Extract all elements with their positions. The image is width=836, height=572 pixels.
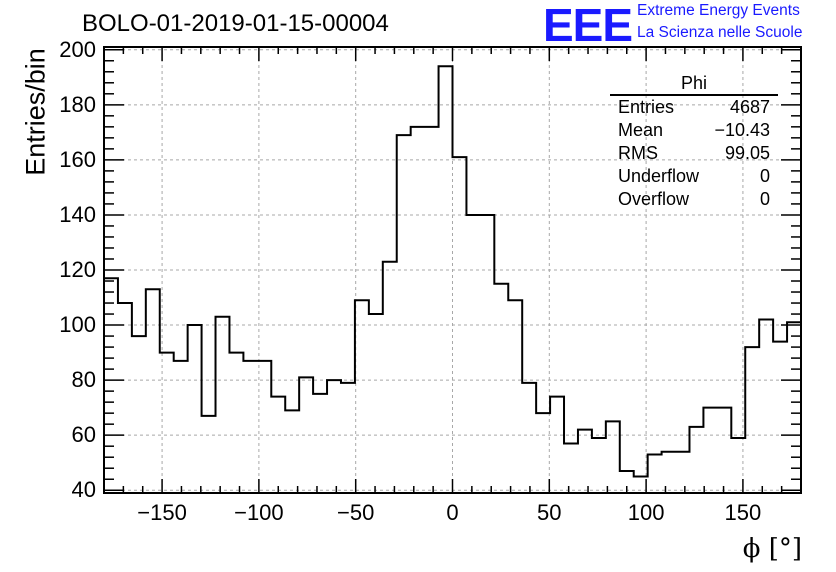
axis-ticks — [103, 47, 802, 493]
plot-title: BOLO-01-2019-01-15-00004 — [82, 10, 389, 37]
y-tick-label: 120 — [59, 257, 96, 282]
x-tick-label: −150 — [137, 500, 187, 525]
y-tick-label: 200 — [59, 36, 96, 62]
y-tick-label: 140 — [59, 201, 96, 227]
x-tick-label: 0 — [446, 500, 459, 525]
stats-row-rms: RMS 99.05 — [610, 142, 778, 165]
x-tick-label: −100 — [234, 500, 284, 525]
x-tick-label: 150 — [724, 500, 762, 525]
stats-label: Underflow — [618, 166, 700, 186]
stats-row-overflow: Overflow 0 — [610, 188, 778, 211]
stats-label: Overflow — [618, 189, 690, 209]
x-tick-label: 50 — [537, 500, 562, 525]
x-axis-label: ϕ [°] — [742, 534, 802, 564]
stats-box: Phi Entries 4687 Mean −10.43 RMS 99.05 U… — [610, 72, 778, 211]
y-tick-label: 180 — [59, 91, 96, 117]
stats-value: 4687 — [729, 97, 770, 117]
eee-logo-mark: EEE — [543, 0, 633, 51]
y-tick-label: 80 — [71, 367, 96, 393]
y-tick-label: 100 — [59, 312, 96, 338]
x-tick-label: 100 — [627, 500, 665, 525]
stats-value: 99.05 — [724, 143, 770, 163]
stats-value: 0 — [759, 189, 770, 209]
stats-label: Entries — [618, 97, 675, 117]
logo-line-1: Extreme Energy Events — [637, 2, 800, 19]
logo-line-2: La Scienza nelle Scuole — [637, 24, 803, 41]
x-tick-label: −50 — [337, 500, 375, 525]
y-tick-label: 40 — [71, 477, 96, 503]
histogram-line — [104, 65, 801, 478]
stats-label: RMS — [618, 143, 658, 163]
y-tick-label: 60 — [71, 422, 96, 448]
stats-row-entries: Entries 4687 — [610, 96, 778, 119]
stats-value: 0 — [759, 166, 770, 186]
y-tick-label: 160 — [59, 146, 96, 172]
stats-title: Phi — [610, 72, 778, 96]
stats-row-underflow: Underflow 0 — [610, 165, 778, 188]
stats-value: −10.43 — [714, 120, 770, 140]
stats-row-mean: Mean −10.43 — [610, 119, 778, 142]
stats-label: Mean — [618, 120, 664, 140]
